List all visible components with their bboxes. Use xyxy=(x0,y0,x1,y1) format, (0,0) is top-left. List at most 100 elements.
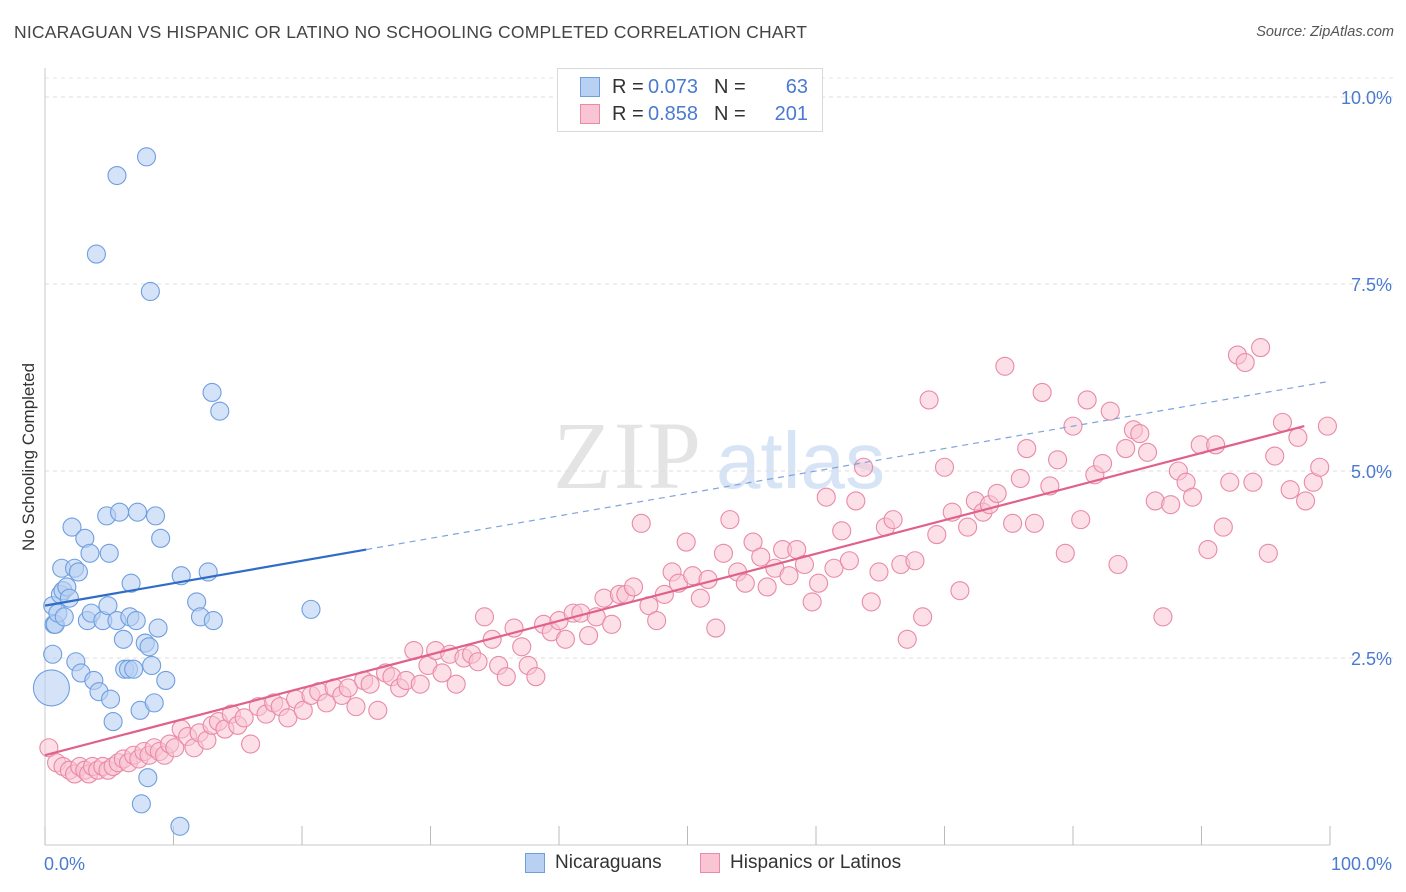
legend-r-label: R = xyxy=(612,75,644,98)
data-point-hispanic xyxy=(1317,416,1337,436)
data-point-hispanic xyxy=(861,592,881,612)
data-point-hispanic xyxy=(1206,435,1226,455)
data-point-hispanic xyxy=(1024,513,1044,533)
data-point-hispanic xyxy=(1032,382,1052,403)
data-point-nicaraguan xyxy=(98,596,118,616)
data-point-nicaraguan xyxy=(140,281,160,302)
data-point-hispanic xyxy=(897,629,917,649)
data-point-hispanic xyxy=(1288,427,1308,447)
y-tick-label: 7.5% xyxy=(1351,275,1392,295)
data-point-nicaraguan xyxy=(139,637,159,657)
data-point-hispanic xyxy=(1265,446,1285,466)
data-point-hispanic xyxy=(809,573,829,593)
trend-lines xyxy=(44,380,1331,757)
data-point-hispanic xyxy=(631,513,651,533)
data-point-hispanic xyxy=(905,551,925,571)
data-point-hispanic xyxy=(1077,390,1097,410)
bottom-legend-label: Nicaraguans xyxy=(555,852,662,873)
data-point-hispanic xyxy=(1003,513,1023,533)
data-point-nicaraguan xyxy=(170,816,190,836)
legend-r-label: R = xyxy=(612,102,644,125)
data-point-nicaraguan xyxy=(203,611,223,631)
data-point-hispanic xyxy=(816,487,836,507)
data-point-hispanic xyxy=(1017,439,1037,459)
data-point-hispanic xyxy=(1137,442,1158,462)
tick-labels: 2.5% 5.0% 7.5% 10.0% 0.0% 100.0% xyxy=(44,88,1392,874)
data-point-nicaraguan xyxy=(144,693,164,713)
data-point-hispanic xyxy=(1048,450,1068,470)
data-point-hispanic xyxy=(526,667,546,687)
data-point-nicaraguan xyxy=(136,147,157,167)
y-tick-label: 2.5% xyxy=(1351,649,1392,669)
data-point-hispanic xyxy=(1116,439,1136,459)
trend-line-nicaraguans xyxy=(44,548,367,607)
y-tick-label: 5.0% xyxy=(1351,462,1392,482)
bottom-legend: Nicaraguans Hispanics or Latinos xyxy=(0,852,1406,876)
legend-n-value: 63 xyxy=(785,75,808,98)
data-point-nicaraguan xyxy=(103,712,123,732)
data-point-hispanic xyxy=(346,697,366,717)
legend-r-value: 0.858 xyxy=(648,102,699,125)
data-point-hispanic xyxy=(446,674,466,694)
data-point-nicaraguan xyxy=(145,506,166,526)
legend-n-label: N = xyxy=(714,75,746,98)
data-point-nicaraguan xyxy=(32,669,70,707)
data-point-hispanic xyxy=(950,581,970,601)
data-point-hispanic xyxy=(853,457,874,477)
data-point-hispanic xyxy=(1130,424,1150,444)
data-point-nicaraguan xyxy=(142,655,162,676)
bottom-legend-label: Hispanics or Latinos xyxy=(730,852,902,873)
data-point-hispanic xyxy=(1010,468,1030,489)
data-point-nicaraguan xyxy=(62,517,82,537)
data-point-nicaraguan xyxy=(121,573,141,593)
data-point-hispanic xyxy=(555,629,575,649)
data-point-hispanic xyxy=(743,532,763,552)
data-point-hispanic xyxy=(713,543,734,563)
data-point-nicaraguan xyxy=(148,618,168,638)
legend-n-label: N = xyxy=(714,102,746,125)
watermark-zip: ZIP xyxy=(553,402,703,509)
data-point-nicaraguan xyxy=(156,670,176,690)
data-point-nicaraguan xyxy=(86,244,106,264)
data-point-hispanic xyxy=(474,607,495,627)
data-point-hispanic xyxy=(802,592,822,612)
x-tick-label: 0.0% xyxy=(44,854,85,874)
data-point-hispanic xyxy=(368,700,388,720)
data-point-hispanic xyxy=(1251,338,1271,358)
bottom-legend-swatch-blue xyxy=(525,853,545,873)
data-point-hispanic xyxy=(468,652,488,672)
x-tick-label: 100.0% xyxy=(1331,854,1392,874)
data-point-hispanic xyxy=(1296,491,1316,511)
data-point-hispanic xyxy=(1235,352,1255,373)
data-point-hispanic xyxy=(602,614,622,634)
data-point-hispanic xyxy=(234,708,254,728)
data-point-nicaraguan xyxy=(107,165,127,186)
legend-row-nicaraguans: R = 0.073 N = 63 xyxy=(580,76,808,98)
data-point-hispanic xyxy=(1243,472,1263,492)
data-point-nicaraguan xyxy=(138,768,158,788)
data-point-hispanic xyxy=(824,558,844,578)
data-point-hispanic xyxy=(934,457,955,477)
data-point-nicaraguan xyxy=(100,689,121,709)
data-point-hispanic xyxy=(1213,517,1233,537)
data-point-hispanic xyxy=(623,577,644,597)
data-point-nicaraguan xyxy=(131,794,151,814)
data-point-hispanic xyxy=(410,674,430,694)
data-point-hispanic xyxy=(706,618,726,638)
data-point-hispanic xyxy=(913,607,933,627)
legend-swatch-pink xyxy=(580,104,600,124)
data-point-hispanic xyxy=(995,356,1015,376)
data-point-hispanic xyxy=(869,562,889,582)
data-point-hispanic xyxy=(579,626,599,646)
bottom-legend-nicaraguans: Nicaraguans xyxy=(525,852,662,874)
data-point-hispanic xyxy=(647,611,667,631)
bottom-legend-hispanics: Hispanics or Latinos xyxy=(700,852,901,874)
data-point-hispanic xyxy=(360,674,380,694)
data-point-hispanic xyxy=(794,554,814,575)
data-point-hispanic xyxy=(338,678,358,698)
data-point-nicaraguan xyxy=(127,502,148,522)
data-point-hispanic xyxy=(293,700,313,720)
trend-line-nicaraguans-extension xyxy=(366,380,1331,551)
data-point-nicaraguan xyxy=(126,611,146,631)
